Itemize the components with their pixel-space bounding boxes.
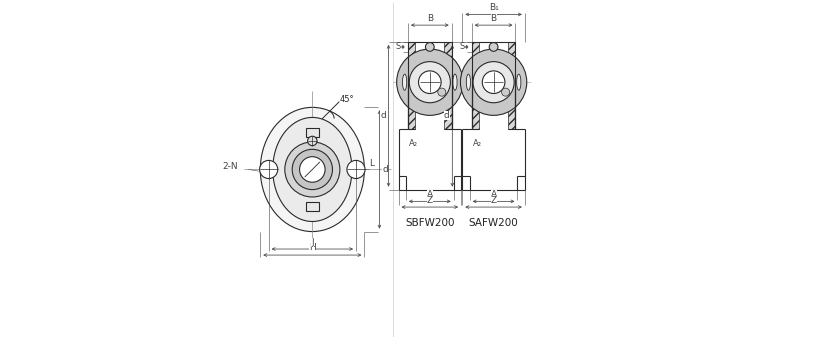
Text: d: d	[444, 111, 450, 120]
Circle shape	[299, 157, 325, 182]
Circle shape	[308, 136, 317, 146]
Ellipse shape	[273, 117, 352, 221]
Ellipse shape	[466, 74, 471, 90]
Circle shape	[460, 49, 527, 115]
Text: A: A	[490, 190, 497, 199]
Text: A₂: A₂	[472, 139, 481, 148]
Circle shape	[425, 43, 434, 51]
Text: A: A	[427, 190, 432, 199]
Ellipse shape	[260, 107, 365, 232]
Text: SAFW200: SAFW200	[468, 218, 518, 228]
Circle shape	[490, 43, 498, 51]
Bar	[306, 128, 319, 137]
Circle shape	[419, 71, 441, 94]
Text: B: B	[490, 14, 497, 23]
Text: B: B	[427, 14, 432, 23]
Circle shape	[482, 71, 505, 94]
Circle shape	[473, 62, 514, 103]
Circle shape	[292, 149, 332, 190]
Text: H: H	[309, 243, 316, 252]
Circle shape	[502, 88, 510, 96]
Text: Z: Z	[490, 196, 497, 205]
Text: S: S	[459, 43, 465, 51]
Bar	[472, 42, 479, 129]
Ellipse shape	[453, 74, 457, 90]
Circle shape	[347, 161, 365, 178]
Text: SBFW200: SBFW200	[405, 218, 455, 228]
Bar	[508, 42, 516, 129]
Text: A₂: A₂	[409, 139, 418, 148]
Text: J: J	[311, 238, 313, 247]
Circle shape	[438, 88, 446, 96]
Circle shape	[397, 49, 463, 115]
Text: 2-N: 2-N	[223, 162, 238, 171]
Text: d: d	[380, 111, 386, 120]
Bar	[408, 42, 415, 129]
Text: B₁: B₁	[489, 3, 499, 12]
Text: d: d	[382, 165, 388, 174]
Circle shape	[410, 62, 450, 103]
Bar	[306, 202, 319, 211]
Text: 45°: 45°	[339, 95, 354, 104]
Circle shape	[285, 142, 339, 197]
Ellipse shape	[517, 74, 521, 90]
Text: L: L	[370, 159, 375, 168]
Bar	[444, 42, 451, 129]
Text: S: S	[396, 43, 401, 51]
Ellipse shape	[402, 74, 406, 90]
Text: Z: Z	[427, 196, 432, 205]
Circle shape	[259, 161, 277, 178]
